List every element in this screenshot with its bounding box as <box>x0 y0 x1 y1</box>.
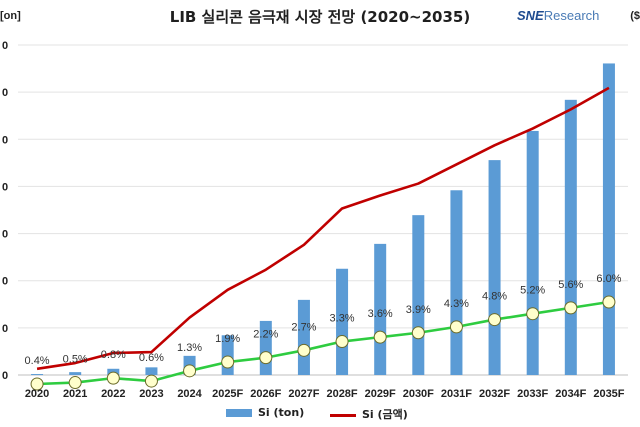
x-tick-label: 2023 <box>139 388 163 400</box>
x-tick-label: 2026F <box>250 388 281 400</box>
x-tick-label: 2027F <box>288 388 319 400</box>
bar-2033F <box>526 130 539 375</box>
share-label-2026F: 2.2% <box>253 329 278 341</box>
y-tick-label: 0 <box>2 323 8 335</box>
line-series <box>36 86 610 386</box>
bar-2027F <box>297 299 310 375</box>
share-label-2020: 0.4% <box>25 355 50 367</box>
x-tick-label: 2024 <box>177 388 202 400</box>
share-marker-2031F <box>449 320 463 334</box>
bar-2028F <box>336 268 349 375</box>
y-tick-label: 0 <box>2 40 8 52</box>
y-tick-label: 0 <box>2 87 8 99</box>
bar-2035F <box>602 63 615 375</box>
x-tick-label: 2021 <box>63 388 87 400</box>
bar-2034F <box>564 99 577 376</box>
x-tick-label: 2029F <box>365 388 396 400</box>
y-tick-label: 0 <box>2 370 8 382</box>
share-labels: 0.4% 0.5% 0.8% 0.6% 1.3% 1.9% 2.2% 2.7% 3.3% 3.6%… <box>25 273 622 367</box>
y-axis-ticks: 0 0 0 0 0 0 0 0 <box>2 40 8 382</box>
y-tick-label: 0 <box>2 229 8 241</box>
share-marker-2029F <box>373 330 387 344</box>
x-tick-label: 2022 <box>101 388 125 400</box>
share-label-2034F: 5.6% <box>558 279 583 291</box>
grid-lines <box>18 44 628 376</box>
share-label-2028F: 3.3% <box>330 313 355 325</box>
share-label-2021: 0.5% <box>63 354 88 366</box>
logo-sne: SNE <box>517 8 544 23</box>
y-tick-label: 0 <box>2 276 8 288</box>
bar-2031F <box>450 190 463 375</box>
x-tick-label: 2032F <box>479 388 510 400</box>
share-label-2032F: 4.8% <box>482 291 507 303</box>
share-label-2023: 0.6% <box>139 352 164 364</box>
share-label-2022: 0.8% <box>101 349 126 361</box>
share-label-2031F: 4.3% <box>444 298 469 310</box>
bar-2020 <box>31 374 44 376</box>
share-markers <box>30 295 616 391</box>
share-label-2025F: 1.9% <box>215 333 240 345</box>
left-axis-unit: [on] <box>0 10 21 22</box>
share-marker-2028F <box>335 335 349 349</box>
legend-item-si-amount: Si (금액) <box>330 406 408 422</box>
share-label-2027F: 2.7% <box>291 321 316 333</box>
x-tick-label: 2033F <box>517 388 548 400</box>
legend-swatch-line <box>330 413 356 417</box>
legend-swatch-bar <box>226 409 252 417</box>
x-axis-ticks: 2020 2021 2022 2023 2024 2025F 2026F 2027F 2028F… <box>25 388 625 400</box>
share-marker-2022 <box>106 371 120 385</box>
share-label-2024: 1.3% <box>177 342 202 354</box>
share-marker-2021 <box>68 376 82 390</box>
x-tick-label: 2031F <box>441 388 472 400</box>
x-tick-label: 2025F <box>212 388 243 400</box>
line-share <box>37 300 610 386</box>
share-marker-2034F <box>564 301 578 315</box>
sne-research-logo: SNEResearch <box>517 8 599 23</box>
share-marker-2032F <box>488 313 502 327</box>
share-marker-2020 <box>30 377 44 391</box>
bar-2030F <box>412 215 425 375</box>
x-tick-label: 2034F <box>555 388 586 400</box>
x-tick-label: 2020 <box>25 388 49 400</box>
line-si-amount <box>36 86 610 371</box>
legend: Si (ton) Si (금액) <box>0 406 640 424</box>
bar-2023 <box>145 367 158 375</box>
share-marker-2026F <box>259 351 273 365</box>
x-tick-label: 2028F <box>326 388 357 400</box>
share-label-2029F: 3.6% <box>368 308 393 320</box>
y-tick-label: 0 <box>2 181 8 193</box>
y-tick-label: 0 <box>2 134 8 146</box>
bar-2032F <box>488 160 501 375</box>
share-marker-2030F <box>411 326 425 340</box>
logo-research: Research <box>543 8 600 23</box>
bar-2021 <box>69 372 82 375</box>
share-marker-2035F <box>602 295 616 309</box>
share-marker-2027F <box>297 343 311 357</box>
share-marker-2023 <box>144 374 158 388</box>
legend-item-si-ton: Si (ton) <box>226 406 304 419</box>
share-marker-2025F <box>221 355 235 369</box>
share-marker-2024 <box>183 364 197 378</box>
share-label-2030F: 3.9% <box>406 304 431 316</box>
x-tick-label: 2030F <box>403 388 434 400</box>
share-label-2033F: 5.2% <box>520 285 545 297</box>
share-marker-2033F <box>526 307 540 321</box>
share-label-2035F: 6.0% <box>596 273 621 285</box>
right-axis-unit: ($ <box>630 10 640 22</box>
chart-title: LIB 실리콘 음극재 시장 전망 (2020~2035) <box>169 8 471 26</box>
x-tick-label: 2035F <box>593 388 624 400</box>
